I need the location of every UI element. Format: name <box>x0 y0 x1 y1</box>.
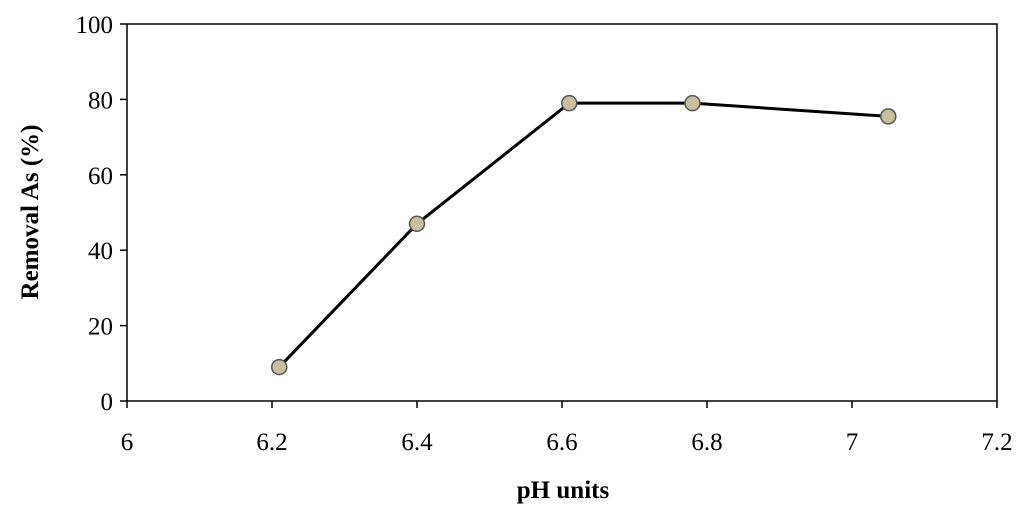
x-tick-label: 7 <box>846 429 859 456</box>
data-point <box>271 358 288 376</box>
y-tick-label: 0 <box>101 389 114 416</box>
x-tick-label: 7.2 <box>981 429 1012 456</box>
x-tick-label: 6.8 <box>691 429 722 456</box>
y-tick-label: 60 <box>88 163 113 190</box>
y-axis-title: Removal As (%) <box>17 125 44 300</box>
plot-frame <box>126 23 998 402</box>
data-point <box>880 108 897 125</box>
x-tick-label: 6.6 <box>546 429 577 456</box>
x-tick-label: 6 <box>121 429 134 456</box>
y-tick-label: 80 <box>88 87 113 114</box>
series-line <box>278 101 889 369</box>
y-tick-label: 100 <box>76 12 114 39</box>
axes <box>126 23 998 402</box>
x-tick-label: 6.4 <box>401 429 433 456</box>
x-axis-title: pH units <box>517 477 610 504</box>
data-point <box>408 215 426 233</box>
data-point <box>561 94 578 112</box>
series-points-group <box>271 94 897 376</box>
y-tick-label: 20 <box>88 314 113 341</box>
x-tick-label: 6.2 <box>256 429 287 456</box>
y-tick-label: 40 <box>88 238 113 265</box>
tick-marks <box>120 23 998 408</box>
x-tick-labels: 6 6.2 6.4 6.6 6.8 7 7.2 <box>121 429 1013 456</box>
data-point <box>684 94 701 112</box>
series-line-group <box>278 101 889 369</box>
y-tick-labels: 0 20 40 60 80 100 <box>76 12 114 416</box>
